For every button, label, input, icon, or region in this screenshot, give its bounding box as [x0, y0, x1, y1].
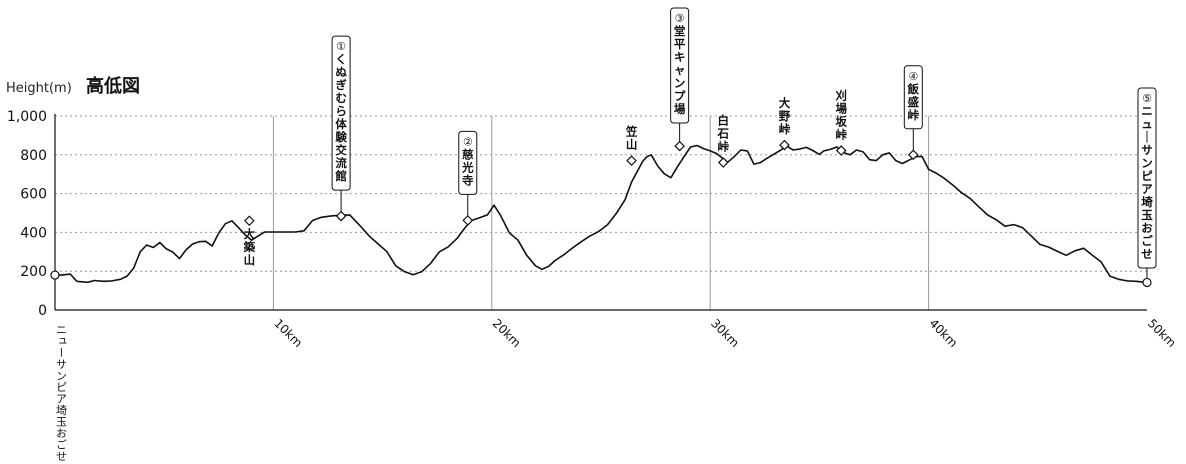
y-tick-label: 400	[20, 225, 47, 241]
waypoint-marker	[335, 210, 347, 222]
waypoint-label: 飯盛峠	[907, 82, 920, 122]
waypoint-marker	[835, 145, 847, 156]
axes	[54, 114, 1147, 311]
waypoint-marker	[244, 215, 255, 227]
waypoint-label: 堂平キャンプ場	[674, 24, 686, 116]
waypoint-number: ⑤	[1142, 92, 1152, 105]
waypoint-marker	[1142, 277, 1152, 288]
elevation-line	[55, 144, 1148, 284]
waypoint-marker	[717, 157, 729, 168]
waypoint-number: ③	[675, 12, 685, 25]
waypoint-number: ④	[908, 70, 918, 83]
waypoint-marker	[462, 215, 474, 226]
waypoint-marker	[907, 149, 919, 161]
waypoint-marker	[50, 270, 60, 280]
y-tick-label: 0	[38, 303, 47, 319]
y-tick-label: 800	[20, 148, 47, 164]
waypoint-label: 笠山	[625, 125, 638, 152]
waypoint-number: ②	[463, 135, 473, 148]
x-tick-label: 10km	[271, 316, 305, 350]
chart-title: 高低図	[86, 75, 140, 97]
x-tick-label: 20km	[490, 316, 524, 350]
x-tick-label: 30km	[708, 316, 742, 350]
elevation-profile	[55, 144, 1148, 284]
y-tick-labels: 0 200 400 600 800 1,000	[7, 109, 47, 319]
waypoint-marker	[626, 155, 637, 166]
y-tick-label: 600	[20, 187, 47, 203]
waypoint-label: 大築山	[243, 227, 256, 267]
waypoint-label: 大野峠	[779, 96, 791, 136]
waypoint-label: ニュ｜サンピア埼玉おごせ	[1141, 104, 1153, 261]
y-tick-label: 200	[20, 264, 47, 280]
waypoint-label: 刈場坂峠	[835, 89, 847, 142]
grid	[55, 115, 1147, 310]
x-tick-label: 50km	[1145, 316, 1179, 350]
waypoint-number: ①	[336, 40, 346, 53]
y-axis-label: Height(m)	[6, 81, 72, 96]
waypoint-marker	[674, 140, 685, 152]
y-tick-label: 1,000	[7, 109, 47, 125]
waypoint-label: 慈光寺	[461, 147, 474, 187]
waypoint-label: くぬぎむら体験交流館	[334, 52, 347, 183]
x-tick-label: 40km	[926, 316, 960, 350]
waypoint-label: 白石峠	[717, 114, 730, 154]
x-start-label: ニューサンピア埼玉おごせ	[55, 324, 68, 462]
x-tick-labels: 10km 20km 30km 40km 50km ニューサンピア埼玉おごせ	[55, 316, 1179, 462]
waypoint-marker	[779, 139, 790, 151]
